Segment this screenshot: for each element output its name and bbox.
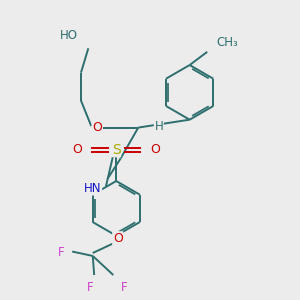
Text: CH₃: CH₃ [216, 36, 238, 49]
Text: HO: HO [60, 29, 78, 42]
Text: O: O [92, 121, 102, 134]
Text: S: S [112, 142, 121, 157]
Text: O: O [150, 143, 160, 156]
Text: HN: HN [84, 182, 101, 195]
Text: F: F [86, 281, 93, 294]
Text: H: H [154, 120, 163, 133]
Text: F: F [58, 247, 65, 260]
Text: O: O [73, 143, 82, 156]
Text: F: F [121, 281, 127, 294]
Text: O: O [113, 232, 123, 245]
